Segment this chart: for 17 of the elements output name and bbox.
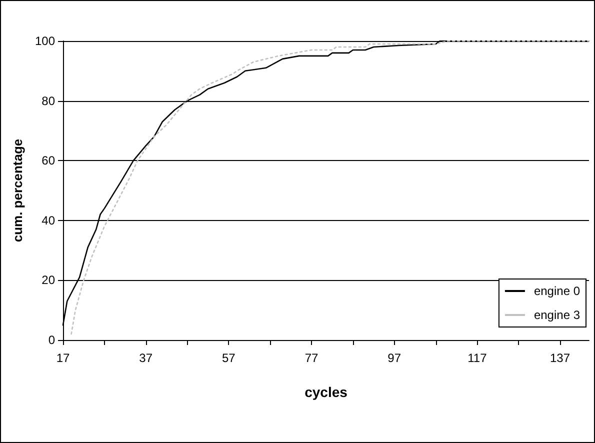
x-tick-label: 17 <box>56 351 70 365</box>
legend-label: engine 0 <box>534 284 580 298</box>
y-tick-label: 0 <box>48 333 56 347</box>
y-tick-label: 20 <box>42 273 56 288</box>
legend-label: engine 3 <box>534 308 580 322</box>
x-tick-label: 77 <box>304 351 318 365</box>
y-tick-label: 40 <box>42 213 56 228</box>
y-tick-label: 80 <box>42 94 56 108</box>
y-axis-title: cum. percentage <box>10 138 26 242</box>
x-tick-label: 117 <box>468 351 488 365</box>
x-axis-title: cycles <box>304 384 348 400</box>
x-tick-label: 137 <box>550 351 570 365</box>
y-tick-label: 100 <box>34 34 56 48</box>
x-tick-label: 37 <box>139 351 153 365</box>
x-tick-label: 97 <box>388 351 402 365</box>
y-tick-label: 60 <box>42 154 56 168</box>
x-tick-label: 57 <box>222 351 236 365</box>
